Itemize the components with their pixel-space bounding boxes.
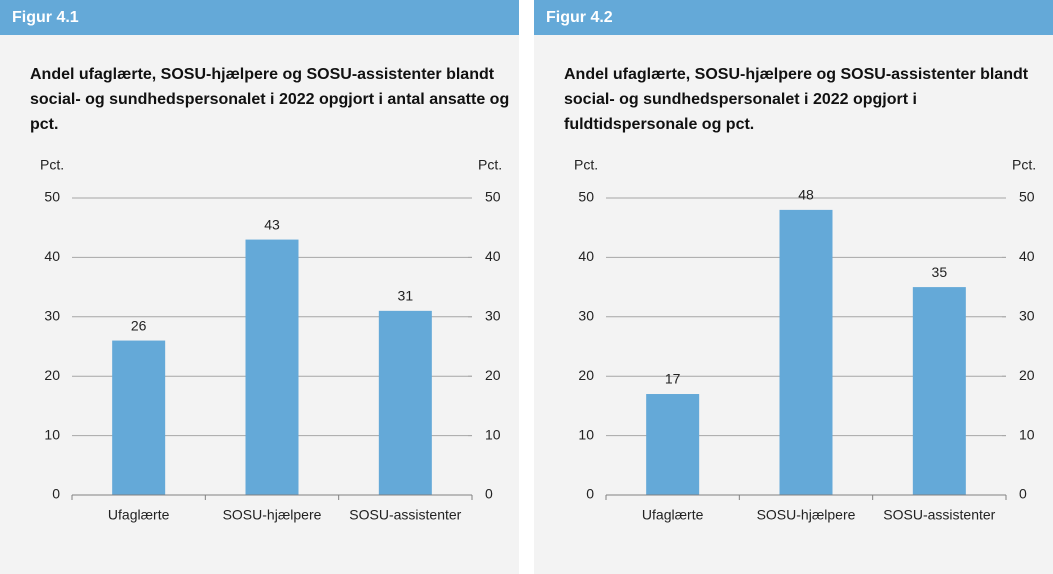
chart-title: Andel ufaglærte, SOSU-hjælpere og SOSU-a… <box>30 66 510 133</box>
y-tick-label: 50 <box>578 189 594 205</box>
y2-tick-label: 10 <box>485 426 501 442</box>
y-tick-label: 0 <box>586 486 594 502</box>
y2-tick-label: 0 <box>1019 486 1027 502</box>
bar <box>912 287 966 495</box>
x-tick-label: SOSU-assistenter <box>349 507 461 523</box>
data-label: 26 <box>131 317 147 333</box>
y2-tick-label: 20 <box>1019 367 1035 383</box>
bar <box>378 310 432 495</box>
y-tick-label: 20 <box>44 367 60 383</box>
y-axis-label: Pct. <box>574 157 598 173</box>
panel-header: Figur 4.1 <box>0 0 519 35</box>
y-tick-label: 10 <box>578 426 594 442</box>
chart-panel: Figur 4.1 Andel ufaglærte, SOSU-hjælpere … <box>0 0 519 574</box>
bar <box>646 394 700 495</box>
y-tick-label: 10 <box>44 426 60 442</box>
x-tick-label: Ufaglærte <box>642 507 704 523</box>
x-tick-label: SOSU-hjælpere <box>223 507 322 523</box>
data-label: 17 <box>665 371 681 387</box>
chart-panel: Figur 4.2 Andel ufaglærte, SOSU-hjælpere … <box>534 0 1053 574</box>
data-label: 43 <box>264 216 280 232</box>
y2-tick-label: 50 <box>1019 189 1035 205</box>
x-tick-label: SOSU-assistenter <box>883 507 995 523</box>
chart: Pct. Pct. 0 10 20 30 40 50 0 10 20 30 40 50 17 Ufaglært… <box>574 157 1036 523</box>
bar <box>245 239 299 495</box>
y2-axis-label: Pct. <box>478 157 502 173</box>
y2-axis-label: Pct. <box>1012 157 1036 173</box>
y2-tick-label: 20 <box>485 367 501 383</box>
y2-tick-label: 50 <box>485 189 501 205</box>
y-axis-label: Pct. <box>40 157 64 173</box>
y-tick-label: 30 <box>44 308 60 324</box>
y2-tick-label: 0 <box>485 486 493 502</box>
data-label: 35 <box>932 264 948 280</box>
chart-title: Andel ufaglærte, SOSU-hjælpere og SOSU-a… <box>564 66 1029 133</box>
bar <box>779 209 833 495</box>
y-tick-label: 40 <box>44 248 60 264</box>
y2-tick-label: 40 <box>1019 248 1035 264</box>
y2-tick-label: 30 <box>1019 308 1035 324</box>
y-tick-label: 30 <box>578 308 594 324</box>
y2-tick-label: 30 <box>485 308 501 324</box>
y-tick-label: 0 <box>52 486 60 502</box>
x-tick-label: Ufaglærte <box>108 507 170 523</box>
data-label: 31 <box>398 288 414 304</box>
chart: Pct. Pct. 0 10 20 30 40 50 0 10 20 30 40 50 26 Ufaglært… <box>40 157 502 523</box>
y2-tick-label: 10 <box>1019 426 1035 442</box>
y-tick-label: 50 <box>44 189 60 205</box>
y2-tick-label: 40 <box>485 248 501 264</box>
bar <box>112 340 166 495</box>
data-label: 48 <box>798 187 814 203</box>
panel-header: Figur 4.2 <box>534 0 1053 35</box>
x-tick-label: SOSU-hjælpere <box>757 507 856 523</box>
y-tick-label: 20 <box>578 367 594 383</box>
y-tick-label: 40 <box>578 248 594 264</box>
